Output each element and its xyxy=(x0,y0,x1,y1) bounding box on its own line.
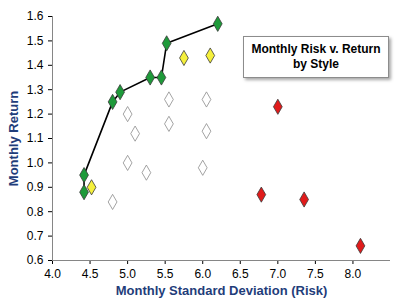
svg-text:Monthly Standard Deviation (Ri: Monthly Standard Deviation (Risk) xyxy=(116,283,328,298)
svg-text:8.0: 8.0 xyxy=(345,267,362,281)
svg-text:5.0: 5.0 xyxy=(119,267,136,281)
svg-text:Monthly Return: Monthly Return xyxy=(6,91,21,186)
svg-text:0.6: 0.6 xyxy=(27,253,44,267)
svg-text:7.0: 7.0 xyxy=(269,267,286,281)
svg-text:1.4: 1.4 xyxy=(27,58,44,72)
svg-text:4.5: 4.5 xyxy=(82,267,99,281)
html-text:Monthly Risk v. Return by Styl: Monthly Risk v. Return by Style xyxy=(251,42,381,71)
svg-text:1.2: 1.2 xyxy=(27,107,44,121)
svg-text:7.5: 7.5 xyxy=(307,267,324,281)
svg-text:0.9: 0.9 xyxy=(27,180,44,194)
svg-text:1.6: 1.6 xyxy=(27,9,44,23)
svg-text:6.5: 6.5 xyxy=(232,267,249,281)
svg-text:0.8: 0.8 xyxy=(27,205,44,219)
svg-text:6.0: 6.0 xyxy=(194,267,211,281)
svg-text:4.0: 4.0 xyxy=(44,267,61,281)
svg-text:5.5: 5.5 xyxy=(157,267,174,281)
svg-text:1.3: 1.3 xyxy=(27,83,44,97)
svg-text:1.5: 1.5 xyxy=(27,34,44,48)
svg-text:1.0: 1.0 xyxy=(27,156,44,170)
svg-text:1.1: 1.1 xyxy=(27,131,44,145)
svg-text:0.7: 0.7 xyxy=(27,229,44,243)
